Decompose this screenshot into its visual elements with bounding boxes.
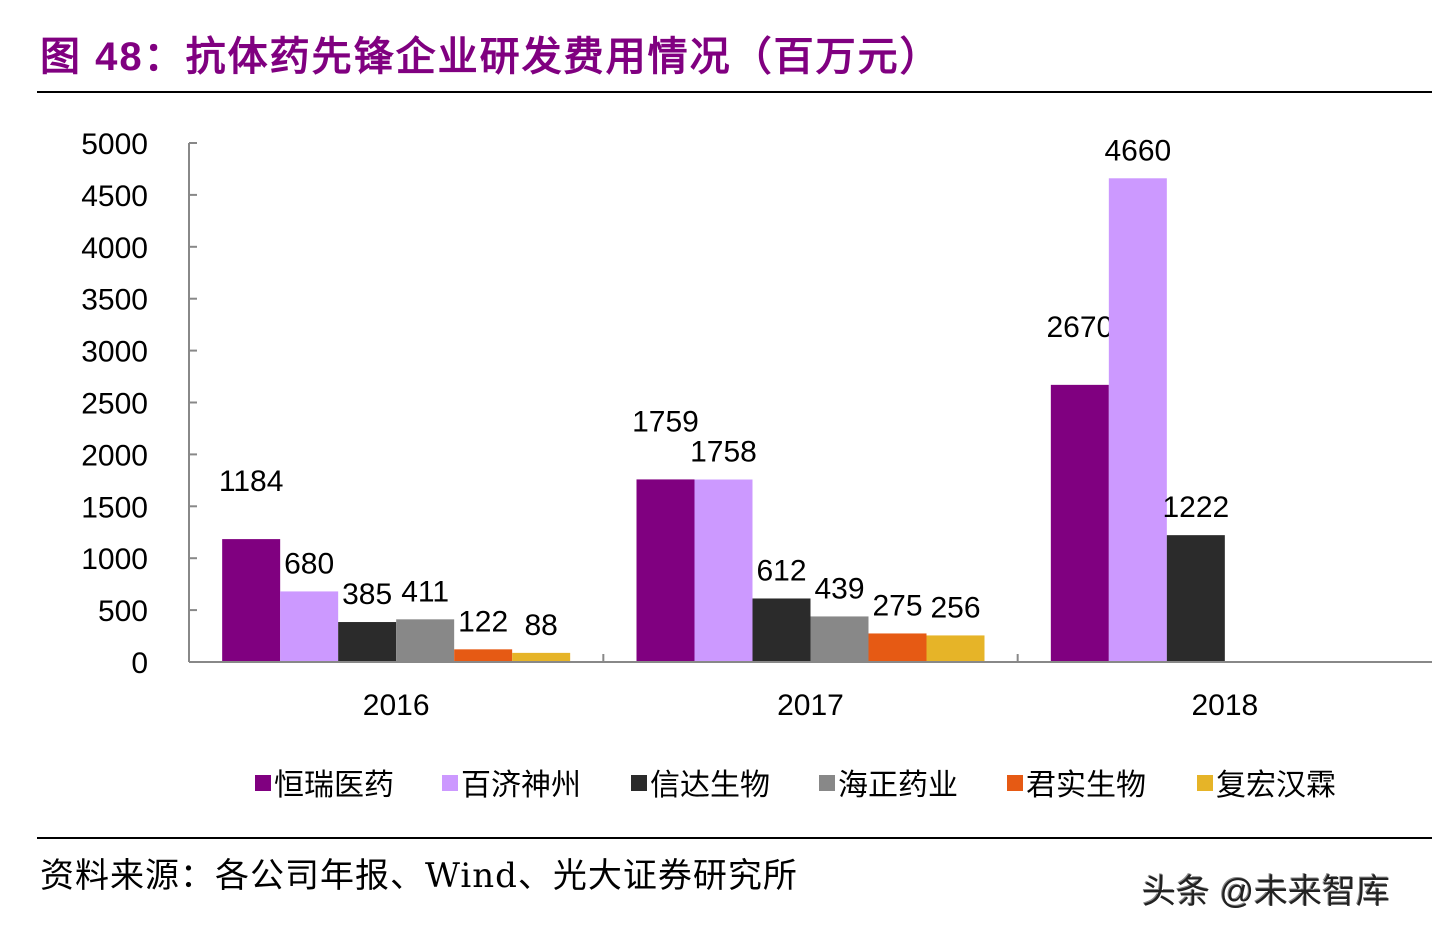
bar <box>396 619 455 662</box>
bar <box>338 622 397 662</box>
bar <box>868 633 927 662</box>
data-label: 1184 <box>219 465 284 498</box>
x-tick-label: 2018 <box>1191 689 1258 722</box>
bar <box>1166 535 1225 662</box>
bar <box>926 635 985 662</box>
data-label: 88 <box>524 609 557 642</box>
bar-chart: 0 500 1000 1500 2000 2500 3000 3500 4000 4500 5000… <box>81 128 1432 802</box>
watermark: 头条 @未来智库 <box>1142 873 1390 911</box>
figure-title: 图 48：抗体药先锋企业研发费用情况（百万元） <box>40 35 942 79</box>
x-tick-label: 2016 <box>363 689 430 722</box>
bar <box>1108 178 1167 663</box>
y-tick-label: 2500 <box>81 388 148 421</box>
data-label: 256 <box>930 591 980 624</box>
bar <box>512 652 571 662</box>
legend-label: 恒瑞医药 <box>274 769 394 802</box>
legend-swatch <box>255 775 271 791</box>
y-tick-label: 1500 <box>81 491 148 524</box>
legend-swatch <box>631 775 647 791</box>
data-label: 122 <box>458 605 508 638</box>
data-label: 680 <box>284 547 334 580</box>
data-label: 411 <box>401 575 449 608</box>
y-tick-label: 2000 <box>81 439 148 472</box>
legend-label: 海正药业 <box>838 769 958 802</box>
bar <box>454 649 513 662</box>
data-label: 385 <box>342 578 392 611</box>
data-label: 612 <box>756 554 806 587</box>
y-tick-label: 1000 <box>81 543 148 576</box>
data-label: 1222 <box>1162 491 1229 524</box>
bar <box>280 591 339 662</box>
legend-swatch <box>819 775 835 791</box>
legend-swatch <box>1197 775 1213 791</box>
y-tick-label: 4500 <box>81 180 148 213</box>
data-label: 4660 <box>1104 134 1171 167</box>
legend-swatch <box>442 775 458 791</box>
data-label: 275 <box>872 589 922 622</box>
bar <box>810 616 869 662</box>
y-tick-label: 3000 <box>81 336 148 369</box>
y-tick-label: 0 <box>131 647 148 680</box>
y-tick-label: 3500 <box>81 284 148 317</box>
legend-label: 百济神州 <box>461 769 581 802</box>
y-tick-label: 4000 <box>81 232 148 265</box>
data-label: 439 <box>814 572 864 605</box>
bar <box>752 598 811 662</box>
top-rule <box>37 91 1432 93</box>
y-tick-label: 5000 <box>81 128 148 161</box>
bottom-rule <box>37 837 1432 839</box>
bar <box>222 539 281 662</box>
data-label: 2670 <box>1046 311 1113 344</box>
legend-label: 复宏汉霖 <box>1216 769 1336 802</box>
legend-label: 信达生物 <box>650 769 770 802</box>
x-tick-label: 2017 <box>777 689 844 722</box>
y-tick-label: 500 <box>98 595 148 628</box>
legend-swatch <box>1007 775 1023 791</box>
legend-label: 君实生物 <box>1026 769 1146 802</box>
source-note: 资料来源：各公司年报、Wind、光大证券研究所 <box>40 856 798 896</box>
bar <box>1050 384 1109 662</box>
data-label: 1758 <box>690 436 757 469</box>
bar <box>694 479 753 662</box>
bar <box>636 479 695 662</box>
data-label: 1759 <box>632 405 699 438</box>
